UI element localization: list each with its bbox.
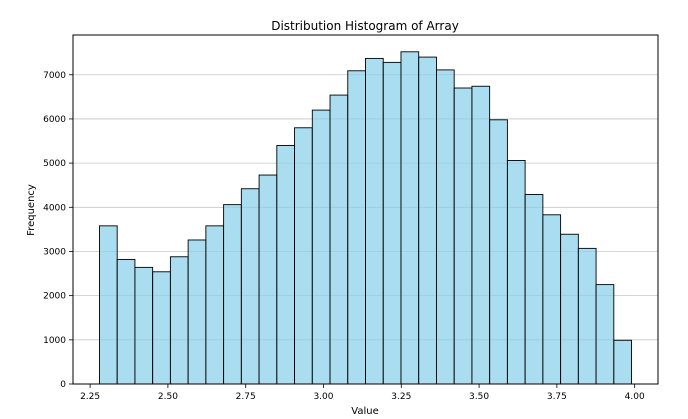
histogram-bar-14 bbox=[347, 70, 366, 385]
histogram-bar-9 bbox=[258, 174, 278, 385]
histogram-bar-21 bbox=[471, 85, 491, 385]
x-tick-label-7: 4.00 bbox=[625, 392, 645, 402]
histogram-bar-1 bbox=[116, 258, 136, 385]
x-tick-label-3: 3.00 bbox=[313, 392, 333, 402]
x-axis-label: Value bbox=[351, 406, 378, 417]
histogram-bar-27 bbox=[577, 247, 597, 385]
y-tick-label-2: 2000 bbox=[43, 292, 66, 302]
y-tick-label-5: 5000 bbox=[43, 159, 66, 169]
histogram-bar-29 bbox=[613, 339, 633, 385]
histogram-bar-10 bbox=[276, 144, 296, 385]
x-tick-label-5: 3.50 bbox=[469, 392, 489, 402]
histogram-bar-2 bbox=[134, 266, 154, 385]
y-tick-label-0: 0 bbox=[60, 380, 66, 390]
histogram-bar-24 bbox=[524, 194, 544, 385]
histogram-bar-3 bbox=[152, 271, 171, 385]
histogram-bar-25 bbox=[542, 214, 562, 385]
histogram-bar-19 bbox=[435, 69, 455, 385]
histogram-bar-8 bbox=[240, 188, 260, 385]
histogram-bar-28 bbox=[595, 284, 615, 385]
bars bbox=[98, 51, 633, 385]
histogram-bar-26 bbox=[560, 233, 579, 385]
plot-frame bbox=[72, 34, 659, 385]
histogram-bar-22 bbox=[489, 119, 508, 385]
histogram-bar-15 bbox=[365, 57, 384, 385]
histogram-bar-13 bbox=[329, 94, 349, 385]
histogram-bar-4 bbox=[169, 256, 189, 385]
histogram-bar-16 bbox=[382, 61, 402, 385]
histogram-bar-5 bbox=[187, 239, 207, 385]
y-axis-label: Frequency bbox=[26, 184, 37, 236]
histogram-bar-6 bbox=[205, 225, 225, 385]
x-axis: 2.25 2.50 2.75 3.00 3.25 3.50 3.75 4.00 bbox=[80, 384, 645, 402]
y-axis: 0 1000 2000 3000 4000 5000 6000 7000 bbox=[43, 71, 73, 390]
chart-title: Distribution Histogram of Array bbox=[271, 19, 459, 33]
histogram-bar-18 bbox=[418, 56, 437, 385]
y-tick-label-4: 4000 bbox=[43, 203, 66, 213]
y-tick-label-1: 1000 bbox=[43, 336, 66, 346]
histogram-bar-11 bbox=[294, 127, 313, 385]
y-tick-label-6: 6000 bbox=[43, 115, 66, 125]
histogram-bar-12 bbox=[311, 109, 331, 385]
histogram-bar-20 bbox=[453, 87, 473, 385]
histogram-bar-23 bbox=[506, 160, 526, 385]
x-tick-label-1: 2.50 bbox=[158, 392, 178, 402]
x-tick-label-6: 3.75 bbox=[547, 392, 567, 402]
histogram-bar-17 bbox=[400, 51, 420, 385]
histogram-bar-0 bbox=[98, 225, 118, 385]
x-tick-label-4: 3.25 bbox=[391, 392, 411, 402]
x-tick-label-2: 2.75 bbox=[236, 392, 256, 402]
x-tick-label-0: 2.25 bbox=[80, 392, 100, 402]
histogram-bar-7 bbox=[223, 204, 242, 385]
y-tick-label-7: 7000 bbox=[43, 71, 66, 81]
y-tick-label-3: 3000 bbox=[43, 247, 66, 257]
